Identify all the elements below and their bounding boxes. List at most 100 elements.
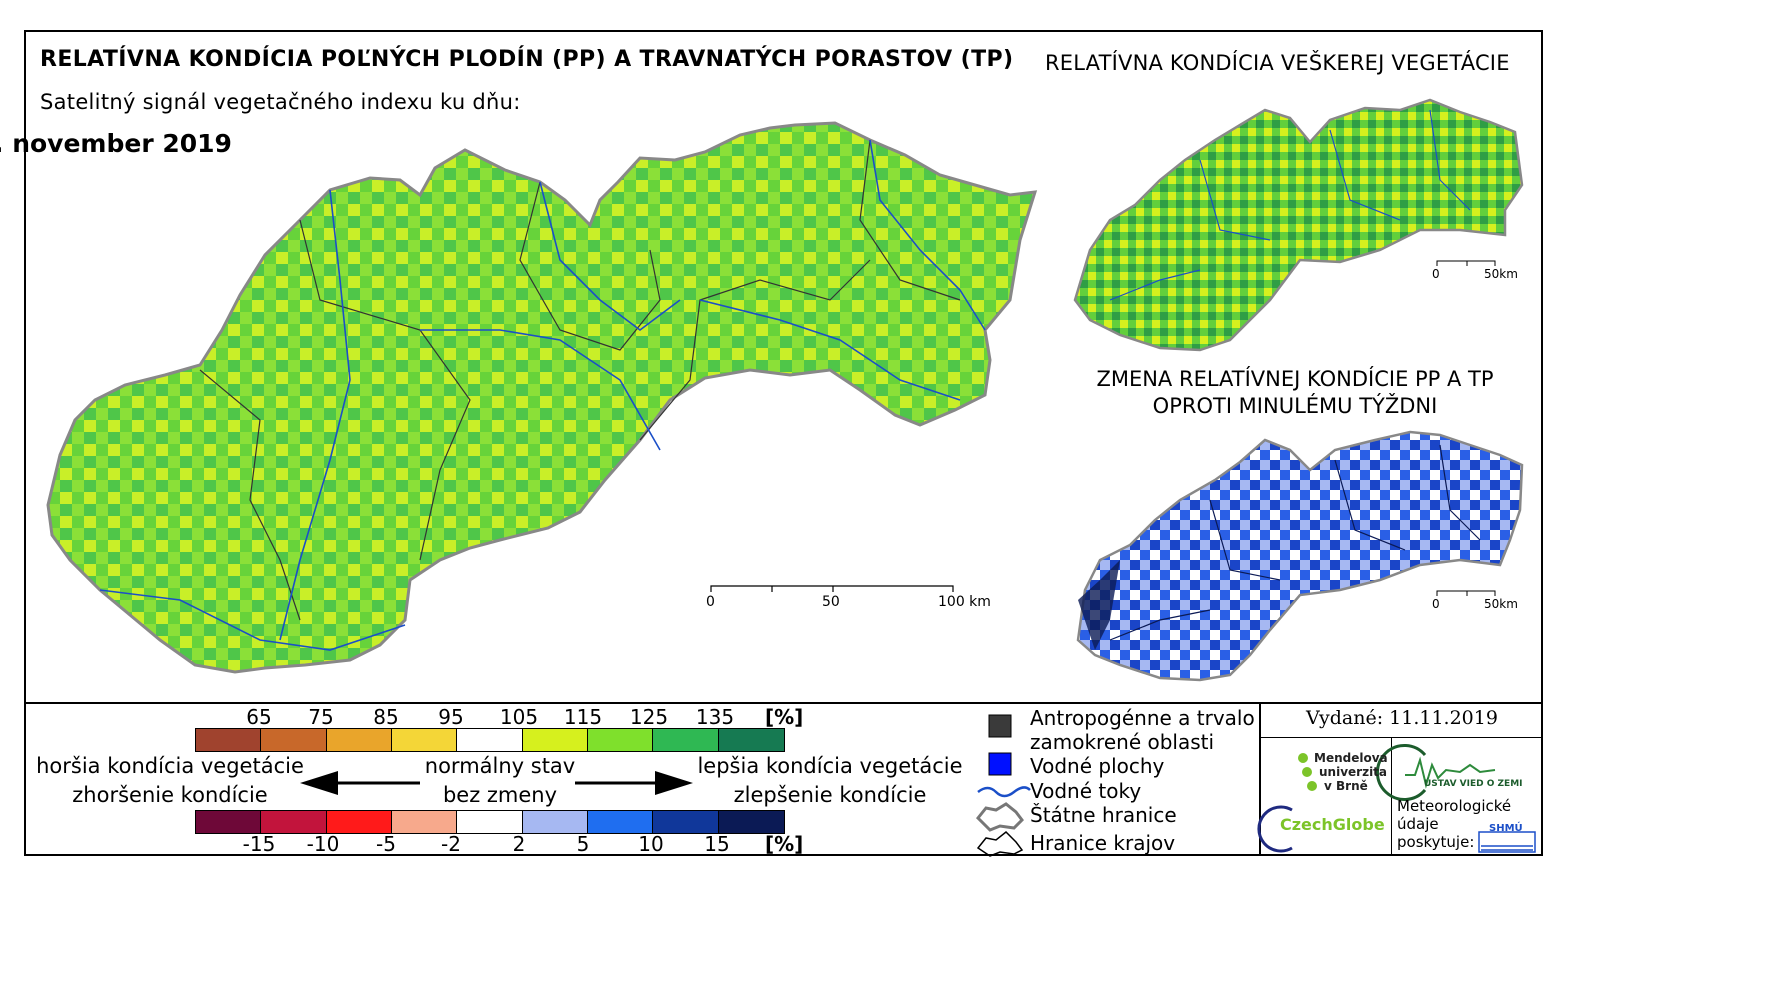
change-scale-bar [1436, 590, 1496, 596]
condition-swatch-6 [587, 729, 654, 751]
cond-tick-95: 95 [438, 705, 464, 729]
state-border-icon [975, 802, 1024, 832]
worse-line1: horšia kondícia vegetácie [36, 754, 304, 778]
change-scale-label-50: 50km [1484, 597, 1518, 611]
meteo-text: Meteorologické údaje poskytuje: [1397, 797, 1511, 851]
cond-tick-85: 85 [373, 705, 399, 729]
condition-swatch-4 [457, 729, 523, 751]
ustav-logo [1376, 744, 1496, 801]
cond-tick-65: 65 [246, 705, 272, 729]
condition-swatch-2 [326, 729, 392, 751]
anthropogenic-line2: zamokrené oblasti [1030, 730, 1215, 754]
change-swatch-7 [653, 811, 719, 833]
region-border-icon [976, 830, 1024, 857]
change-swatch-0 [196, 811, 262, 833]
change-tick-m15: -15 [242, 832, 276, 856]
veg-scale-label-0: 0 [1432, 267, 1440, 281]
worse-arrow [300, 771, 420, 795]
shmu-text: SHMÚ [1489, 823, 1523, 834]
condition-color-bar [195, 728, 785, 752]
change-title-line2: OPROTI MINULÉMU TÝŽDNI [1152, 394, 1438, 418]
normal-label: normálny stav bez zmeny [410, 752, 590, 810]
change-tick-10: 10 [638, 832, 664, 856]
normal-line1: normálny stav [424, 754, 576, 778]
vegetation-map [1073, 98, 1524, 352]
map-frame [24, 30, 1543, 856]
legend-divider [24, 702, 1543, 704]
change-tick-m2: -2 [441, 832, 461, 856]
region-border-label: Hranice krajov [1030, 831, 1176, 855]
change-swatch-2 [326, 811, 392, 833]
change-swatch-1 [261, 811, 327, 833]
scale-label-50: 50 [822, 594, 840, 610]
vegetation-map-title: RELATÍVNA KONDÍCIA VEŠKEREJ VEGETÁCIE [1045, 51, 1510, 75]
change-swatch-5 [522, 811, 588, 833]
main-title: RELATÍVNA KONDÍCIA POĽNÝCH PLODÍN (PP) A… [40, 47, 1014, 72]
change-tick-m10: -10 [306, 832, 340, 856]
anthropogenic-label: Antropogénne a trvalo zamokrené oblasti [1030, 706, 1255, 754]
change-scale-label-0: 0 [1432, 597, 1440, 611]
mendel-line1: Mendelova [1314, 751, 1388, 765]
main-condition-map [46, 121, 1038, 674]
condition-swatch-1 [261, 729, 327, 751]
veg-scale-label-50: 50km [1484, 267, 1518, 281]
worse-label: horšia kondícia vegetácie zhoršenie kond… [30, 752, 310, 810]
legend-vertical-divider [1259, 703, 1261, 855]
date-label: . november 2019 [0, 129, 232, 158]
better-line1: lepšia kondícia vegetácie [697, 754, 963, 778]
water-area-icon [988, 752, 1012, 776]
anthropogenic-icon [988, 714, 1012, 738]
mendel-logo [1298, 753, 1317, 791]
change-tick-m5: -5 [376, 832, 396, 856]
condition-swatch-8 [718, 729, 784, 751]
change-tick-2: 2 [512, 832, 526, 856]
condition-swatch-7 [653, 729, 719, 751]
ustav-text: ÚSTAV VIED O ZEMI [1424, 779, 1523, 789]
water-stream-icon [977, 786, 1031, 798]
anthropogenic-line1: Antropogénne a trvalo [1030, 706, 1255, 730]
cond-tick-75: 75 [308, 705, 334, 729]
mendel-line2: univerzita [1319, 765, 1388, 779]
worse-line2: zhoršenie kondície [72, 783, 268, 807]
change-color-bar [195, 810, 785, 834]
change-swatch-6 [587, 811, 654, 833]
cond-tick-135: 135 [695, 705, 735, 729]
maps-svg [46, 98, 1536, 857]
change-swatch-3 [391, 811, 458, 833]
meteo-line3: poskytuje: [1397, 833, 1475, 851]
water-area-label: Vodné plochy [1030, 754, 1165, 778]
issued-date: Vydané: 11.11.2019 [1306, 707, 1498, 729]
change-swatch-4 [457, 811, 523, 833]
condition-swatch-3 [391, 729, 458, 751]
change-unit: [%] [765, 832, 804, 856]
change-map [1076, 430, 1524, 682]
issued-divider [1261, 737, 1543, 738]
change-tick-15: 15 [704, 832, 730, 856]
meteo-line2: údaje [1397, 815, 1439, 833]
czechglobe-text: CzechGlobe [1280, 815, 1385, 834]
cond-tick-125: 125 [629, 705, 669, 729]
vegetation-scale-bar [1436, 260, 1496, 266]
better-arrow [575, 771, 693, 795]
water-stream-label: Vodné toky [1030, 779, 1142, 803]
change-swatch-8 [718, 811, 784, 833]
meteo-line1: Meteorologické [1397, 797, 1512, 815]
scale-label-0: 0 [706, 594, 715, 610]
condition-swatch-0 [196, 729, 262, 751]
shmu-logo [1478, 831, 1536, 853]
subtitle: Satelitný signál vegetačného indexu ku d… [40, 90, 521, 114]
state-border-label: Štátne hranice [1030, 803, 1177, 827]
cond-unit: [%] [765, 705, 804, 729]
cond-tick-115: 115 [563, 705, 603, 729]
mendel-line3: v Brně [1324, 779, 1368, 793]
scale-label-100: 100 km [938, 594, 991, 610]
normal-line2: bez zmeny [442, 783, 558, 807]
change-map-title: ZMENA RELATÍVNEJ KONDÍCIE PP A TP OPROTI… [1070, 366, 1520, 420]
cond-tick-105: 105 [499, 705, 539, 729]
change-title-line1: ZMENA RELATÍVNEJ KONDÍCIE PP A TP [1096, 367, 1494, 391]
czechglobe-logo [1257, 805, 1293, 853]
main-scale-bar [710, 585, 954, 592]
condition-swatch-5 [522, 729, 588, 751]
change-tick-5: 5 [576, 832, 590, 856]
better-line2: zlepšenie kondície [733, 783, 927, 807]
